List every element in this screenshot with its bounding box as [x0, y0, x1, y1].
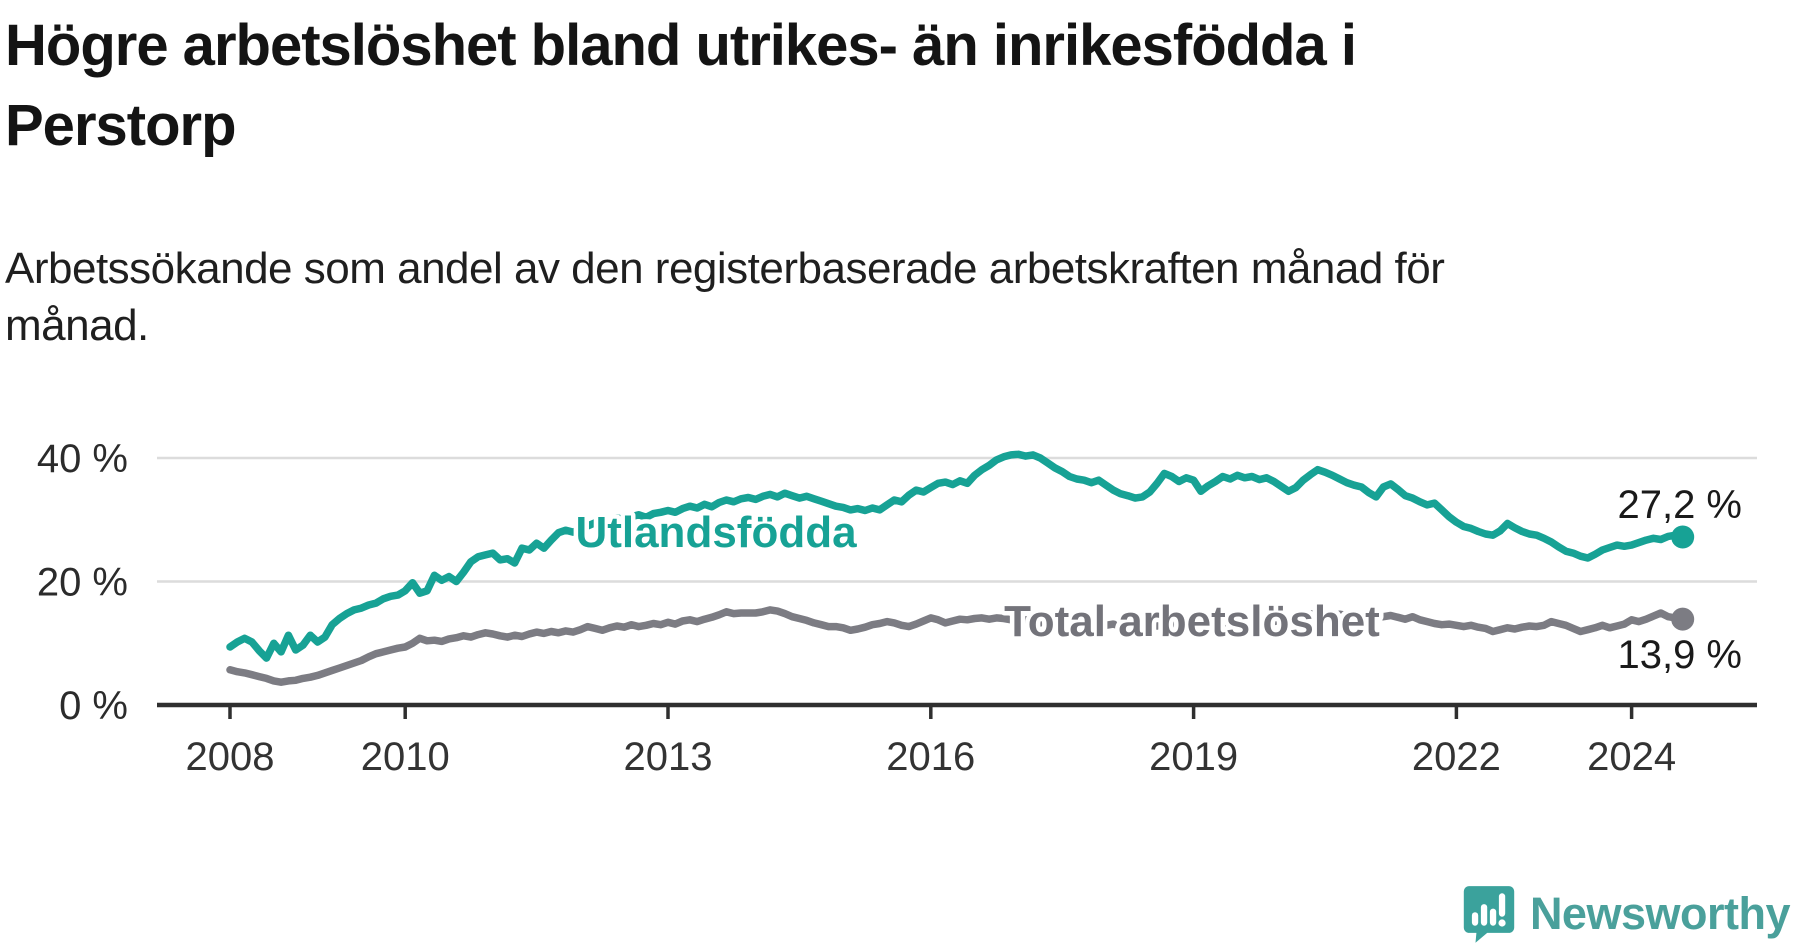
series-end-value-0: 27,2 %: [1617, 483, 1742, 527]
brand-wordmark: Newsworthy: [1529, 888, 1791, 939]
x-tick-label-2019: 2019: [1149, 735, 1238, 779]
series-end-dot-0: [1671, 525, 1695, 549]
series-label-0: Utlandsfödda: [575, 508, 857, 557]
x-tick-label-2013: 2013: [624, 735, 713, 779]
x-tick-label-2022: 2022: [1412, 735, 1501, 779]
series-line-1: [226, 606, 1687, 686]
x-tick-label-2010: 2010: [361, 735, 450, 779]
chart-subtitle-line2: månad.: [5, 301, 149, 350]
y-axis-label-40: 40 %: [37, 437, 128, 481]
x-tick-label-2008: 2008: [186, 735, 275, 779]
bar-2: [1480, 904, 1488, 926]
chart-subtitle: Arbetssökande som andel av den registerb…: [5, 240, 1705, 354]
y-axis-label-0: 0 %: [59, 684, 128, 728]
bar-1: [1471, 912, 1479, 926]
newsworthy-logo-icon: [1463, 886, 1515, 943]
chart-subtitle-line1: Arbetssökande som andel av den registerb…: [5, 244, 1445, 293]
y-axis-label-20: 20 %: [37, 561, 128, 605]
series-end-value-1: 13,9 %: [1617, 633, 1742, 677]
series-label-1: Total arbetslöshet: [1004, 597, 1380, 646]
x-tick-label-2024: 2024: [1587, 735, 1676, 779]
exclamation-dot: [1498, 919, 1506, 927]
page-title-line2: Perstorp: [5, 93, 237, 158]
bar-3: [1489, 908, 1497, 926]
x-tick-label-2016: 2016: [886, 735, 975, 779]
brand-footer: Newsworthy: [1462, 884, 1791, 944]
page-title-line1: Högre arbetslöshet bland utrikes- än inr…: [5, 13, 1357, 78]
exclamation-bar: [1498, 893, 1506, 917]
page-title: Högre arbetslöshet bland utrikes- än inr…: [5, 6, 1705, 166]
speech-bubble-shape: [1463, 886, 1515, 943]
series-end-dot-1: [1671, 607, 1695, 631]
series-line-0: [226, 450, 1687, 662]
